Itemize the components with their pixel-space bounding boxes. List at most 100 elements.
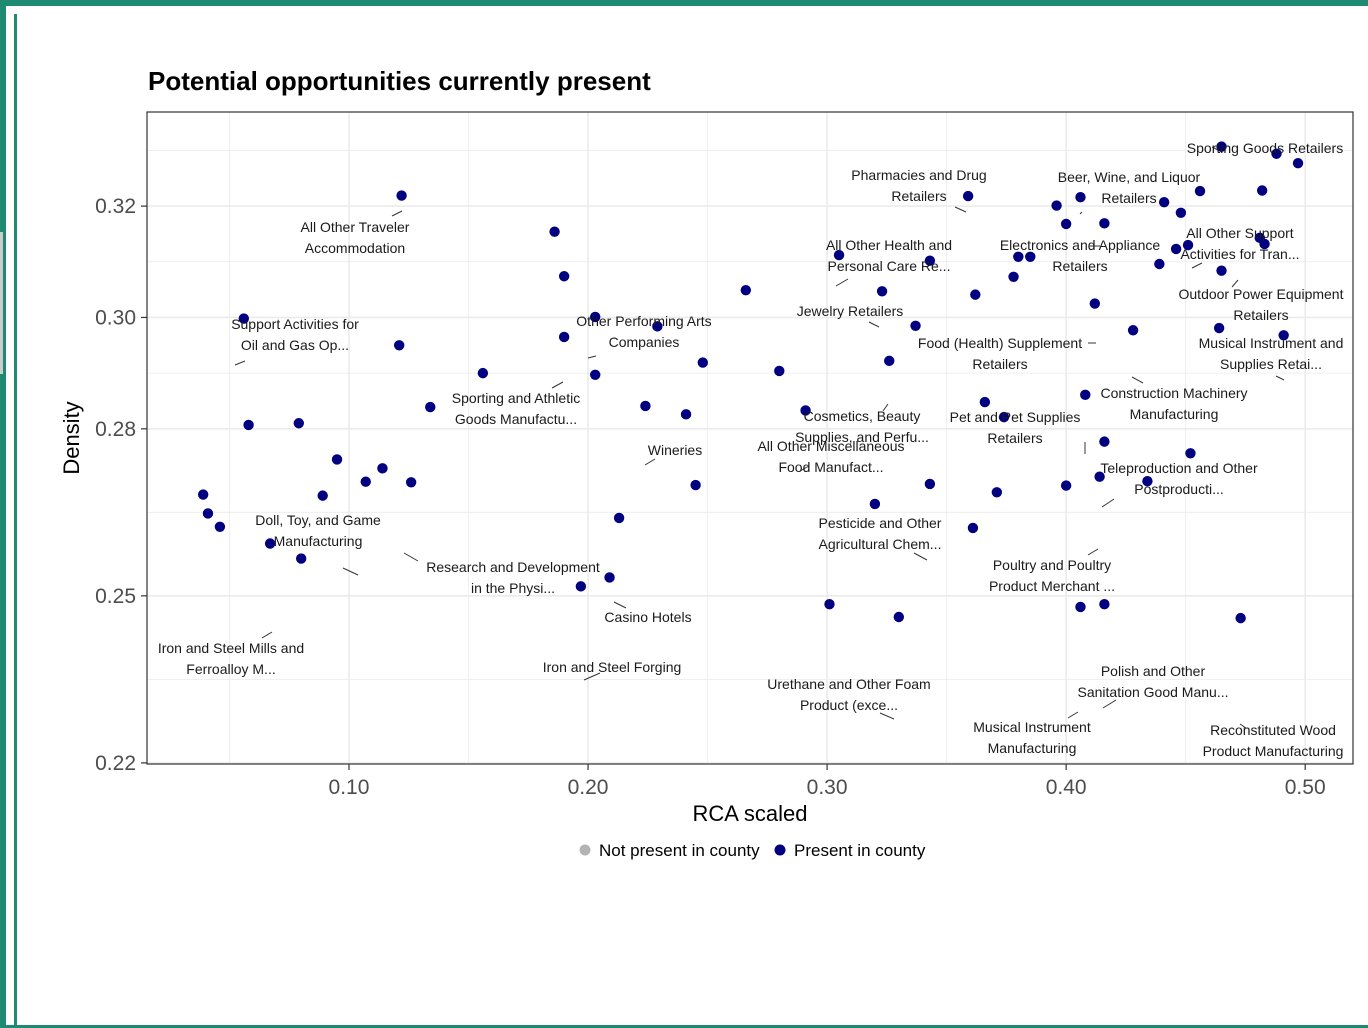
- label-leader-line: [1131, 376, 1144, 384]
- scatter-point: [910, 320, 921, 332]
- label-leader-line: [1102, 699, 1117, 709]
- point-label-line: Iron and Steel Mills and: [158, 640, 304, 656]
- label-leader-line: [954, 206, 967, 213]
- point-label: Urethane and Other Foam Product (exce...: [767, 676, 930, 713]
- label-leader-line: [583, 672, 601, 681]
- point-label: Research and Development in the Physi...: [426, 559, 600, 596]
- scatter-point: [1094, 471, 1105, 482]
- plot-panel-border: [146, 111, 1354, 765]
- point-label-line: Sanitation Good Manu...: [1078, 684, 1229, 700]
- legend-label: Not present in county: [599, 841, 760, 860]
- scatter-point: [690, 479, 701, 491]
- scatter-point: [1142, 475, 1153, 487]
- label-leader-line: [1231, 279, 1239, 288]
- scatter-point: [1075, 601, 1086, 613]
- point-label-line: Agricultural Chem...: [819, 536, 942, 552]
- scatter-point: [884, 355, 895, 367]
- point-label: Teleproduction and Other Postproducti...: [1100, 460, 1258, 497]
- point-label-line: Product Merchant ...: [989, 578, 1115, 594]
- point-label-line: Musical Instrument: [973, 719, 1091, 735]
- scatter-point: [1099, 599, 1110, 610]
- point-label: Polish and Other Sanitation Good Manu...: [1078, 663, 1229, 700]
- scatter-point: [833, 249, 845, 261]
- point-label: All Other Miscellaneous Food Manufact...: [757, 438, 904, 475]
- point-label: All Other Health and Personal Care Re...: [826, 237, 952, 274]
- point-label-line: Accommodation: [305, 240, 405, 256]
- scatter-point: [893, 611, 905, 623]
- scatter-point: [558, 271, 570, 282]
- scatter-point: [477, 367, 489, 379]
- scatter-point: [1271, 148, 1282, 159]
- scatter-point: [1013, 251, 1024, 262]
- point-label: Support Activities for Oil and Gas Op...: [231, 316, 359, 353]
- point-label: Poultry and Poultry Product Merchant ...: [989, 557, 1115, 594]
- scatter-point: [1158, 196, 1170, 208]
- scatter-point: [967, 522, 979, 534]
- point-labels: All Other Traveler Accommodation Support A…: [158, 140, 1344, 759]
- label-leader-lines: [234, 146, 1285, 729]
- scatter-point: [202, 508, 214, 519]
- label-leader-line: [1067, 711, 1079, 719]
- point-label-line: Retailers: [1052, 258, 1107, 274]
- point-label: Wineries: [648, 442, 702, 458]
- label-leader-line: [587, 355, 597, 359]
- legend-key: [774, 844, 786, 856]
- scatter-point: [869, 498, 881, 510]
- scatter-point: [1008, 271, 1019, 283]
- point-label: Construction Machinery Manufacturing: [1100, 385, 1247, 422]
- label-leader-line: [644, 458, 656, 466]
- point-label-line: Support Activities for: [231, 316, 359, 332]
- label-leader-line: [1101, 498, 1115, 508]
- point-label-line: Oil and Gas Op...: [241, 337, 349, 353]
- point-label-line: Reconstituted Wood: [1210, 722, 1336, 738]
- point-label-line: Personal Care Re...: [828, 258, 951, 274]
- scatter-point: [962, 190, 974, 202]
- label-leader-line: [613, 601, 627, 609]
- point-label-line: Casino Hotels: [604, 609, 691, 625]
- label-leader-line: [403, 552, 419, 562]
- scatter-point: [1213, 322, 1225, 334]
- x-tick-label: 0.10: [329, 776, 370, 799]
- scatter-point: [1194, 185, 1206, 197]
- label-leader-line: [835, 278, 849, 287]
- side-tab[interactable]: [0, 232, 3, 374]
- point-label-line: Urethane and Other Foam: [767, 676, 930, 692]
- point-label-line: Teleproduction and Other: [1100, 460, 1258, 476]
- frame-rule: [14, 14, 17, 1028]
- point-label-line: Polish and Other: [1101, 663, 1206, 679]
- scatter-point: [393, 340, 405, 351]
- point-label-line: Sporting Goods Retailers: [1187, 140, 1343, 156]
- scatter-point: [774, 365, 785, 377]
- point-label-line: Pharmacies and Drug: [851, 167, 986, 183]
- scatter-point: [558, 331, 570, 343]
- scatter-point: [1216, 265, 1227, 276]
- scatter-point: [590, 369, 601, 381]
- scatter-point: [197, 489, 209, 500]
- scatter-point: [1154, 258, 1165, 270]
- scatter-point: [1060, 480, 1072, 491]
- point-label: Cosmetics, Beauty Supplies, and Perfu...: [795, 408, 929, 445]
- y-tick-label: 0.28: [95, 418, 136, 441]
- point-label: Jewelry Retailers: [797, 303, 904, 319]
- x-axis-ticks: 0.10 0.20 0.30 0.40 0.50: [329, 764, 1326, 799]
- scatter-point: [331, 454, 343, 465]
- point-label: Iron and Steel Mills and Ferroalloy M...: [158, 640, 304, 677]
- y-tick-label: 0.22: [95, 752, 136, 775]
- label-leader-line: [1239, 723, 1247, 729]
- point-label-line: Iron and Steel Forging: [543, 659, 682, 675]
- label-leader-line: [879, 712, 895, 720]
- scatter-point: [405, 477, 417, 488]
- scatter-point: [425, 401, 436, 413]
- point-label-line: in the Physi...: [471, 580, 555, 596]
- point-label-line: Outdoor Power Equipment: [1179, 286, 1344, 302]
- legend-key: [579, 844, 591, 856]
- label-leader-line: [799, 465, 810, 472]
- scatter-point: [238, 313, 250, 324]
- scatter-point: [998, 411, 1010, 423]
- label-leader-line: [1191, 262, 1203, 269]
- data-points: [197, 141, 1304, 624]
- point-label-line: Manufacturing: [988, 740, 1077, 756]
- scatter-point: [1175, 207, 1187, 218]
- point-label-line: Product (exce...: [800, 697, 898, 713]
